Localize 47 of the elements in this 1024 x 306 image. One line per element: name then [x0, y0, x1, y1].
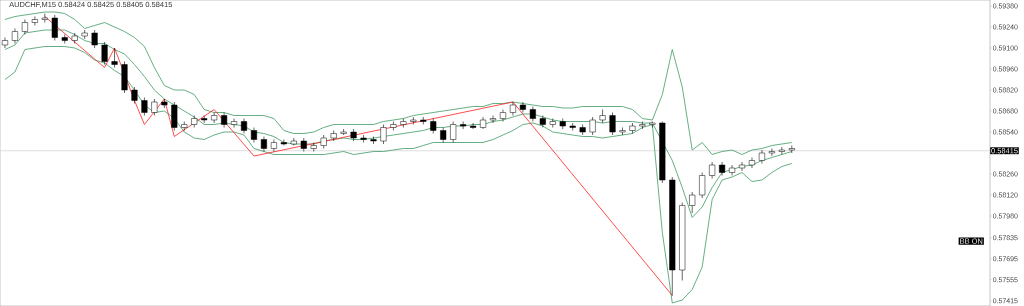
candlestick: [211, 112, 218, 124]
candlestick: [11, 28, 18, 44]
candlestick: [569, 122, 576, 131]
candlestick: [250, 127, 258, 143]
candlestick: [280, 139, 287, 146]
candlestick: [778, 146, 785, 155]
candlestick: [699, 172, 706, 199]
candlestick: [719, 161, 726, 176]
candlestick: [758, 149, 765, 164]
candlestick: [61, 34, 68, 44]
candlestick: [489, 115, 497, 124]
candlestick: [709, 161, 716, 179]
candlestick: [111, 47, 118, 68]
candlestick: [1, 37, 9, 49]
candlestick: [270, 139, 277, 152]
candlestick: [748, 157, 756, 169]
candlestick: [171, 101, 178, 131]
candlestick: [609, 112, 616, 136]
candlestick: [360, 134, 367, 143]
candlestick: [231, 118, 238, 128]
candlestick: [689, 191, 696, 214]
candlestick: [420, 116, 427, 125]
candlestick: [390, 121, 397, 131]
candlestick: [310, 142, 317, 152]
candlestick: [450, 121, 457, 143]
candlestick: [240, 118, 248, 134]
candlestick: [51, 14, 58, 41]
candlestick: [21, 19, 28, 35]
candlestick: [499, 109, 507, 122]
candlestick: [181, 121, 188, 131]
candlestick: [221, 112, 228, 128]
candlestick: [768, 148, 775, 157]
candlestick: [738, 161, 746, 172]
candlestick: [470, 122, 477, 130]
candlestick: [529, 106, 536, 122]
candlestick: [380, 124, 387, 145]
candlestick: [549, 118, 556, 128]
candlestick: [729, 164, 736, 176]
candlestick: [410, 116, 417, 125]
candlestick: [260, 136, 267, 152]
candlestick: [509, 101, 516, 116]
candlestick: [519, 101, 526, 113]
candlestick: [31, 16, 38, 26]
candlestick: [101, 41, 108, 65]
candlestick: [460, 121, 467, 130]
candlestick: [41, 13, 48, 23]
candlestick: [400, 118, 407, 128]
